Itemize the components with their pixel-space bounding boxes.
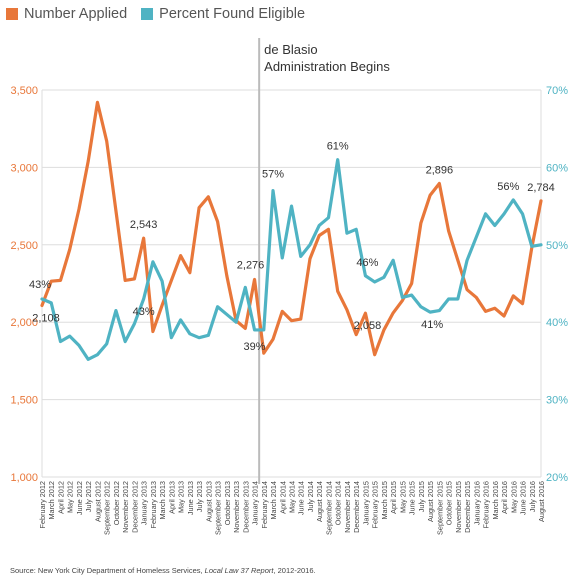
x-tick-label: June 2015 — [408, 481, 417, 515]
x-tick-label: December 2013 — [241, 481, 250, 533]
x-tick-label: May 2013 — [177, 481, 186, 513]
legend-label-applied: Number Applied — [24, 6, 128, 22]
data-label: 43% — [29, 279, 51, 291]
x-tick-label: September 2012 — [103, 481, 112, 535]
x-tick-label: May 2016 — [509, 481, 518, 513]
x-tick-label: January 2013 — [140, 481, 149, 525]
data-label: 43% — [133, 306, 155, 318]
x-tick-label: March 2013 — [158, 481, 167, 520]
y-right-tick-label: 70% — [546, 85, 568, 97]
x-tick-label: January 2014 — [251, 481, 260, 525]
x-tick-label: June 2016 — [519, 481, 528, 515]
x-tick-label: April 2016 — [500, 481, 509, 514]
x-tick-label: October 2013 — [223, 481, 232, 525]
source-suffix: , 2012-2016. — [273, 566, 316, 575]
x-tick-label: September 2013 — [214, 481, 223, 535]
x-tick-label: February 2016 — [482, 481, 491, 528]
x-tick-label: August 2016 — [537, 481, 546, 522]
y-right-tick-label: 40% — [546, 317, 568, 329]
data-label: 41% — [421, 319, 443, 331]
y-left-tick-label: 2,500 — [10, 240, 38, 252]
x-tick-label: January 2016 — [472, 481, 481, 525]
x-tick-label: March 2012 — [47, 481, 56, 520]
x-tick-label: July 2014 — [306, 481, 315, 512]
x-tick-label: February 2014 — [260, 481, 269, 528]
x-tick-label: May 2015 — [398, 481, 407, 513]
data-label: 2,108 — [32, 312, 60, 324]
legend-label-eligible: Percent Found Eligible — [159, 6, 306, 22]
x-tick-label: August 2013 — [204, 481, 213, 522]
data-label: 39% — [244, 341, 266, 353]
y-left-tick-label: 1,000 — [10, 472, 38, 484]
y-left-tick-label: 3,000 — [10, 162, 38, 174]
x-tick-label: September 2014 — [324, 481, 333, 535]
data-label: 2,276 — [237, 259, 265, 271]
x-tick-label: November 2015 — [454, 481, 463, 533]
y-right-tick-label: 20% — [546, 472, 568, 484]
x-tick-label: November 2013 — [232, 481, 241, 533]
x-tick-label: June 2014 — [297, 481, 306, 515]
source-prefix: Source: New York City Department of Home… — [10, 566, 205, 575]
source-title: Local Law 37 Report — [204, 566, 274, 575]
x-tick-label: June 2013 — [186, 481, 195, 515]
data-label: 2,784 — [527, 182, 555, 194]
x-tick-label: April 2014 — [278, 481, 287, 514]
x-tick-label: August 2014 — [315, 481, 324, 522]
y-right-tick-label: 60% — [546, 162, 568, 174]
x-tick-label: March 2014 — [269, 481, 278, 520]
x-tick-label: July 2013 — [195, 481, 204, 512]
data-label: 2,896 — [426, 164, 454, 176]
y-right-tick-label: 50% — [546, 240, 568, 252]
x-tick-label: August 2015 — [426, 481, 435, 522]
x-tick-label: October 2015 — [445, 481, 454, 525]
x-tick-label: December 2012 — [130, 481, 139, 533]
annotation-line-2: Administration Begins — [264, 59, 390, 74]
x-tick-label: March 2016 — [491, 481, 500, 520]
x-tick-label: May 2012 — [66, 481, 75, 513]
x-tick-label: February 2012 — [38, 481, 47, 528]
x-tick-label: April 2012 — [56, 481, 65, 514]
data-label: 57% — [262, 169, 284, 181]
x-tick-label: January 2015 — [361, 481, 370, 525]
x-tick-label: July 2012 — [84, 481, 93, 512]
x-tick-label: May 2014 — [288, 481, 297, 513]
y-left-tick-label: 2,000 — [10, 317, 38, 329]
y-left-tick-label: 1,500 — [10, 395, 38, 407]
x-tick-label: October 2012 — [112, 481, 121, 525]
x-tick-label: March 2015 — [380, 481, 389, 520]
x-tick-label: February 2015 — [371, 481, 380, 528]
y-right-tick-label: 30% — [546, 395, 568, 407]
source-note: Source: New York City Department of Home… — [10, 566, 316, 575]
data-label: 46% — [356, 257, 378, 269]
y-left-tick-label: 3,500 — [10, 85, 38, 97]
x-tick-label: December 2015 — [463, 481, 472, 533]
series-line-eligible — [40, 158, 543, 361]
x-tick-label: June 2012 — [75, 481, 84, 515]
x-tick-label: April 2013 — [167, 481, 176, 514]
x-tick-label: October 2014 — [334, 481, 343, 525]
legend: Number Applied Percent Found Eligible — [6, 4, 311, 24]
x-tick-label: July 2016 — [528, 481, 537, 512]
annotation-line-1: de Blasio — [264, 42, 317, 57]
applied-swatch — [6, 8, 18, 20]
x-tick-label: December 2014 — [352, 481, 361, 533]
x-tick-label: February 2013 — [149, 481, 158, 528]
x-tick-label: August 2012 — [93, 481, 102, 522]
data-label: 2,543 — [130, 219, 158, 231]
x-tick-label: July 2015 — [417, 481, 426, 512]
series-line-applied — [40, 100, 543, 357]
eligible-swatch — [141, 8, 154, 20]
data-label: 2,058 — [354, 320, 382, 332]
x-tick-label: April 2015 — [389, 481, 398, 514]
legend-item-eligible[interactable]: Percent Found Eligible — [141, 6, 305, 22]
data-label: 56% — [497, 181, 519, 193]
x-tick-label: September 2015 — [435, 481, 444, 535]
legend-item-applied[interactable]: Number Applied — [6, 6, 127, 22]
x-tick-label: November 2012 — [121, 481, 130, 533]
data-label: 61% — [327, 141, 349, 153]
x-tick-label: November 2014 — [343, 481, 352, 533]
